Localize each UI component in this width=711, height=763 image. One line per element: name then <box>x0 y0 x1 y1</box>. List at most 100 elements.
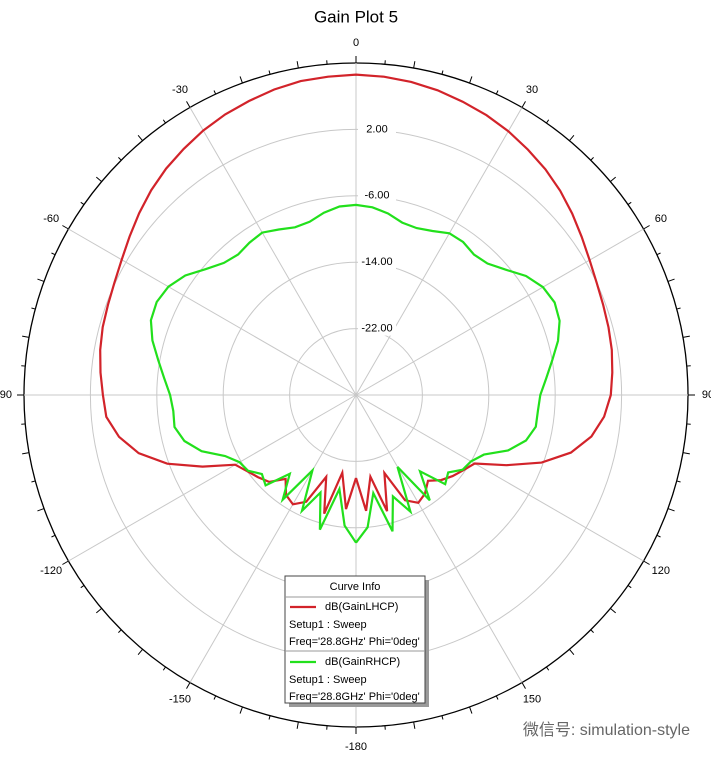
ring-tick <box>667 508 675 512</box>
theta-tick-label: 30 <box>526 84 538 96</box>
ring-tick <box>95 608 102 614</box>
ring-tick <box>31 307 36 310</box>
legend-detail: Freq='28.8GHz' Phi='0deg' <box>289 691 420 703</box>
grid-spoke <box>355 228 644 396</box>
ring-tick <box>51 252 56 256</box>
ring-tick <box>546 666 550 671</box>
gain-curve <box>149 203 561 544</box>
ring-tick <box>118 629 122 633</box>
theta-tick-label: 0 <box>353 37 359 49</box>
theta-tick-label: 90 <box>702 389 711 401</box>
ring-tick <box>31 480 36 483</box>
ring-tick <box>569 649 575 656</box>
ring-tick <box>469 706 473 714</box>
ring-tick <box>296 61 299 69</box>
ring-tick <box>590 157 594 161</box>
ring-tick <box>137 649 143 656</box>
ring-tick <box>296 721 299 729</box>
ring-tick <box>268 715 271 720</box>
ring-tick <box>521 682 526 689</box>
gain-curve <box>99 73 614 515</box>
ring-tick <box>37 508 45 512</box>
ring-tick <box>268 70 271 75</box>
r-tick-label-bg <box>358 188 396 203</box>
ring-tick <box>667 278 675 282</box>
ring-tick <box>521 101 526 108</box>
r-tick-label: -6.00 <box>364 190 389 202</box>
r-tick-label-bg <box>358 255 396 270</box>
r-tick-label-bg <box>358 321 396 336</box>
theta-tick-label: 120 <box>652 565 670 577</box>
grid-spoke <box>68 394 357 562</box>
ring-tick <box>162 666 166 671</box>
ring-tick <box>413 721 416 729</box>
ring-tick <box>590 629 594 633</box>
ring-tick <box>676 307 681 310</box>
theta-tick-label: 60 <box>655 213 667 225</box>
ring-tick <box>441 70 444 75</box>
ring-tick <box>118 157 122 161</box>
r-tick-label: -22.00 <box>361 323 392 335</box>
legend: Curve Info dB(GainLHCP) Setup1 : Sweep Fre… <box>284 575 429 707</box>
ring-tick <box>213 90 217 95</box>
ring-tick <box>95 176 102 182</box>
ring-tick <box>22 335 30 338</box>
theta-tick-label: -30 <box>172 84 188 96</box>
ring-tick <box>37 278 45 282</box>
ring-tick <box>610 608 617 614</box>
ring-tick <box>495 90 499 95</box>
ring-tick <box>643 225 650 230</box>
theta-tick-label: -120 <box>40 565 62 577</box>
ring-tick <box>80 585 85 589</box>
r-tick-label-bg <box>358 122 396 137</box>
grid-spoke <box>355 107 523 396</box>
r-tick-label: 2.00 <box>366 123 387 135</box>
ring-tick <box>62 560 69 565</box>
theta-tick-label: -90 <box>0 389 12 401</box>
ring-tick <box>469 76 473 84</box>
ring-tick <box>213 695 217 700</box>
ring-tick <box>656 534 661 538</box>
ring-tick <box>413 61 416 69</box>
ring-tick <box>643 560 650 565</box>
theta-tick-label: -150 <box>169 694 191 706</box>
ring-tick <box>186 101 191 108</box>
ring-tick <box>676 480 681 483</box>
ring-tick <box>22 452 30 455</box>
ring-tick <box>162 119 166 124</box>
curves <box>99 73 614 544</box>
legend-label: dB(GainRHCP) <box>325 656 400 668</box>
ring-tick <box>51 534 56 538</box>
ring-tick <box>80 201 85 205</box>
legend-title: Curve Info <box>330 581 381 593</box>
theta-tick-label: 150 <box>523 694 541 706</box>
ring-tick <box>627 201 632 205</box>
ring-tick <box>239 706 243 714</box>
legend-detail: Setup1 : Sweep <box>289 619 367 631</box>
ring-tick <box>656 252 661 256</box>
ring-tick <box>62 225 69 230</box>
theta-tick-label: -180 <box>345 741 367 753</box>
grid-spoke <box>189 394 357 683</box>
ring-tick <box>495 695 499 700</box>
legend-detail: Setup1 : Sweep <box>289 674 367 686</box>
grid-spoke <box>68 228 357 396</box>
ring-tick <box>610 176 617 182</box>
grid-spoke <box>355 394 644 562</box>
ring-tick <box>441 715 444 720</box>
ring-tick <box>569 134 575 141</box>
legend-detail: Freq='28.8GHz' Phi='0deg' <box>289 636 420 648</box>
grid-spoke <box>189 107 357 396</box>
chart-title: Gain Plot 5 <box>314 7 398 26</box>
grid-spoke <box>355 394 523 683</box>
r-tick-label: -14.00 <box>361 256 392 268</box>
ring-tick <box>682 452 690 455</box>
ring-tick <box>186 682 191 689</box>
ring-tick <box>682 335 690 338</box>
ring-tick <box>137 134 143 141</box>
watermark: 微信号: simulation-style <box>523 721 690 739</box>
ring-tick <box>546 119 550 124</box>
legend-label: dB(GainLHCP) <box>325 601 398 613</box>
ring-tick <box>627 585 632 589</box>
